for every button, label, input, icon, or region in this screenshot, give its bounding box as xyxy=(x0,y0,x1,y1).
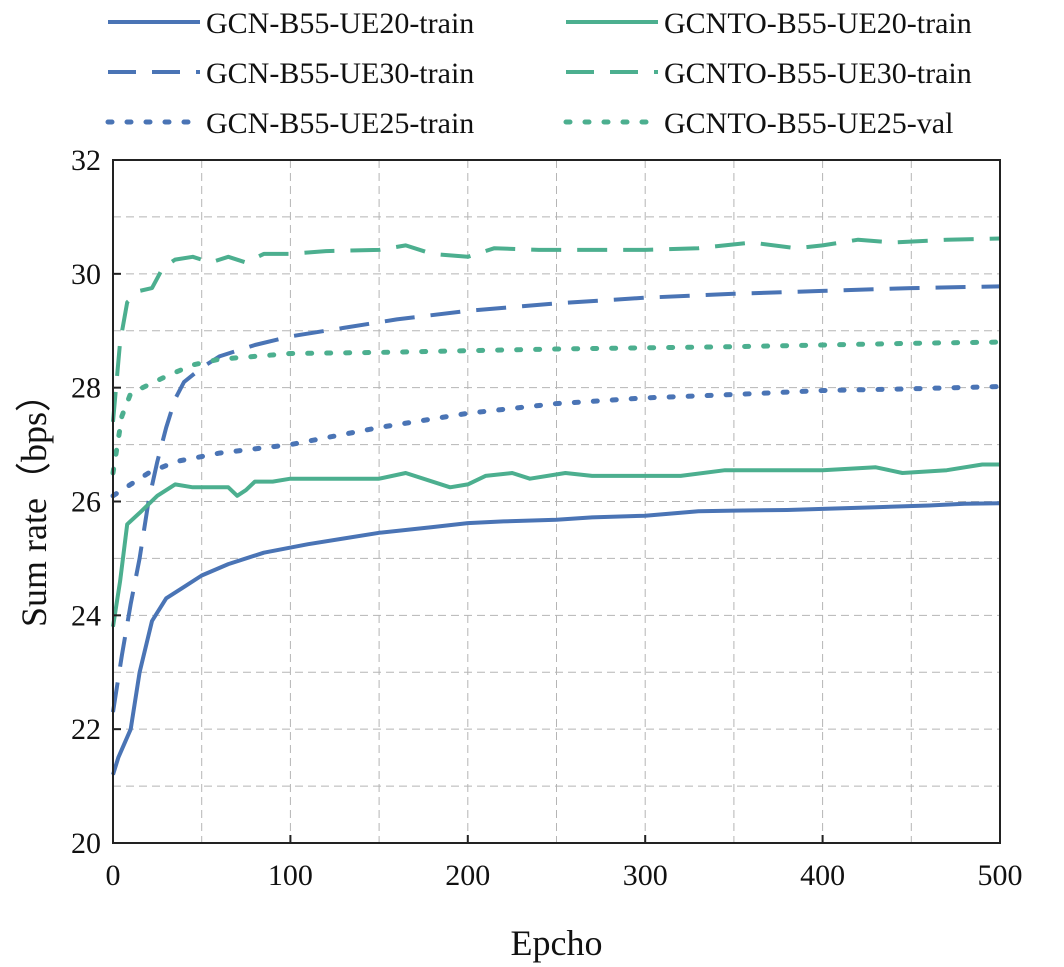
y-tick-label: 20 xyxy=(71,827,101,860)
axis-ticks: 0 100 200 300 400 500 20 22 24 26 28 30 32 xyxy=(71,144,1023,892)
series-lines xyxy=(110,236,1003,776)
legend-label: GCNTO-B55-UE30-train xyxy=(664,57,972,90)
x-tick-label: 0 xyxy=(106,859,121,892)
x-tick-label: 400 xyxy=(800,859,845,892)
y-tick-label: 24 xyxy=(71,599,101,632)
legend-label: GCN-B55-UE20-train xyxy=(206,7,474,40)
series-line-2 xyxy=(111,284,1001,713)
grid-lines xyxy=(113,160,1000,843)
series-line-6 xyxy=(110,339,1003,476)
y-axis-title: Sum rate（bps） xyxy=(14,376,54,627)
x-tick-label: 100 xyxy=(268,859,313,892)
y-tick-label: 32 xyxy=(71,144,101,177)
legend-label: GCNTO-B55-UE20-train xyxy=(664,7,972,40)
legend-label: GCN-B55-UE25-train xyxy=(206,107,474,140)
y-tick-label: 28 xyxy=(71,372,101,405)
series-line-1 xyxy=(111,501,1001,776)
x-tick-label: 300 xyxy=(623,859,668,892)
legend: GCN-B55-UE20-train GCN-B55-UE30-train GCN-… xyxy=(105,7,972,140)
legend-label: GCNTO-B55-UE25-val xyxy=(664,107,953,140)
series-line-4 xyxy=(111,462,1000,628)
x-axis-title: Epcho xyxy=(511,923,603,963)
x-tick-label: 200 xyxy=(445,859,490,892)
x-tick-label: 500 xyxy=(978,859,1023,892)
y-tick-label: 30 xyxy=(71,258,101,291)
y-tick-label: 22 xyxy=(71,713,101,746)
y-tick-label: 26 xyxy=(71,486,101,519)
series-line-3 xyxy=(110,384,1003,499)
legend-label: GCN-B55-UE30-train xyxy=(206,57,474,90)
